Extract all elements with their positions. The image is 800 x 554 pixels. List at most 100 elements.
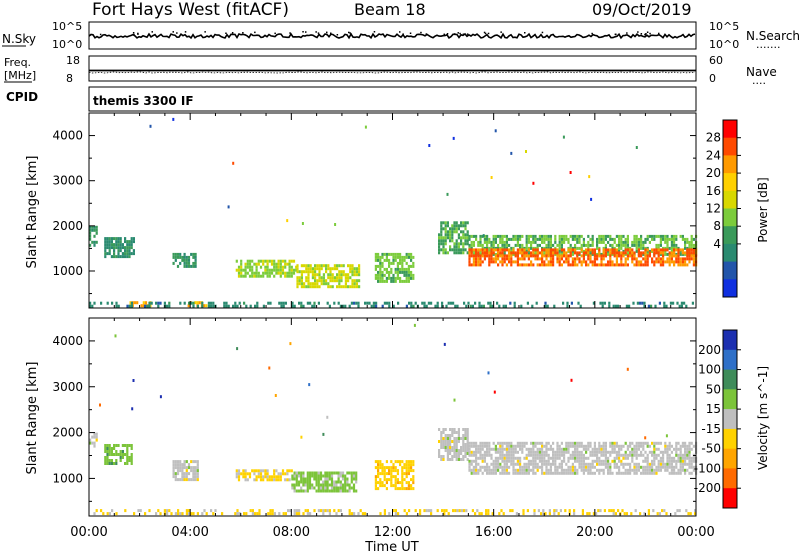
x-tick-label-5: 20:00 bbox=[576, 525, 613, 540]
vel-colorbar-tick-4: -15 bbox=[701, 422, 721, 436]
velocity-y-axis: 1000 2000 3000 4000 bbox=[52, 317, 696, 502]
freq-right-label: Nave bbox=[746, 65, 777, 79]
vel-region-4 bbox=[291, 471, 358, 493]
noise-left-label: N.Sky bbox=[2, 32, 36, 46]
freq-right-top: 60 bbox=[709, 54, 723, 67]
power-heatmap bbox=[89, 117, 698, 308]
x-tick-label-6: 00:00 bbox=[677, 525, 714, 540]
y-tick-label-1000: 1000 bbox=[52, 471, 83, 485]
noise-trace bbox=[88, 31, 696, 40]
power-colorbar: 28 24 20 16 12 8 4 bbox=[706, 119, 741, 298]
vel-colorbar-segment-3 bbox=[723, 389, 737, 410]
power-colorbar-tick-6: 4 bbox=[713, 237, 721, 251]
x-tick-label-1: 04:00 bbox=[171, 525, 208, 540]
x-tick-label-2: 08:00 bbox=[273, 525, 310, 540]
noise-right-bottom: 10^0 bbox=[709, 38, 739, 51]
noise-right-top: 10^5 bbox=[709, 20, 739, 33]
power-region-5 bbox=[374, 252, 415, 283]
vel-region-1 bbox=[104, 444, 133, 465]
power-colorbar-tick-0: 28 bbox=[706, 131, 721, 145]
vel-region-0 bbox=[89, 432, 98, 448]
noise-left-bottom: 10^0 bbox=[52, 38, 82, 51]
power-region-3 bbox=[235, 259, 298, 278]
power-colorbar-tick-5: 8 bbox=[713, 219, 721, 233]
x-tick-label-4: 16:00 bbox=[475, 525, 512, 540]
freq-right-bottom: 0 bbox=[709, 72, 716, 85]
noise-left-top: 10^5 bbox=[52, 20, 82, 33]
power-colorbar-segment-5 bbox=[723, 208, 737, 227]
power-colorbar-segment-6 bbox=[723, 226, 737, 245]
freq-left-label-1: Freq. bbox=[4, 56, 31, 69]
vel-colorbar-segment-1 bbox=[723, 349, 737, 371]
power-colorbar-segment-9 bbox=[723, 279, 737, 298]
power-colorbar-tick-3: 16 bbox=[706, 184, 721, 198]
vel-colorbar-tick-2: 50 bbox=[706, 382, 721, 396]
power-region-4 bbox=[296, 264, 361, 289]
vel-region-5 bbox=[374, 460, 415, 491]
y-tick-label-4000: 4000 bbox=[52, 129, 83, 143]
vel-colorbar-tick-0: 200 bbox=[698, 343, 721, 357]
vel-colorbar-tick-7: -200 bbox=[694, 481, 721, 495]
y-tick-label-2000: 2000 bbox=[52, 426, 83, 440]
power-colorbar-segment-4 bbox=[723, 190, 737, 209]
power-region-0 bbox=[89, 225, 98, 247]
vel-colorbar-tick-3: 15 bbox=[706, 402, 721, 416]
power-colorbar-segment-8 bbox=[723, 261, 737, 280]
vel-colorbar-tick-5: -50 bbox=[701, 442, 721, 456]
x-axis-label: Time UT bbox=[364, 540, 418, 554]
cpid-panel-frame bbox=[88, 86, 697, 112]
power-colorbar-segment-2 bbox=[723, 155, 737, 174]
x-tick-label-0: 00:00 bbox=[70, 525, 107, 540]
vel-colorbar-segment-5 bbox=[723, 428, 737, 450]
power-colorbar-segment-3 bbox=[723, 173, 737, 192]
power-colorbar-tick-2: 20 bbox=[706, 166, 721, 180]
freq-panel-frame bbox=[88, 55, 697, 82]
power-colorbar-segment-0 bbox=[723, 120, 737, 139]
vel-colorbar-segment-8 bbox=[723, 488, 737, 509]
cpid-value: themis 3300 IF bbox=[93, 94, 194, 108]
vel-scatter-points bbox=[99, 323, 668, 440]
freq-left-label-2: [MHz] bbox=[4, 69, 36, 82]
vel-region-8 bbox=[93, 509, 697, 516]
power-colorbar-tick-4: 12 bbox=[706, 202, 721, 216]
power-colorbar-segment-1 bbox=[723, 137, 737, 156]
power-region-2 bbox=[172, 252, 197, 268]
vel-colorbar-segment-6 bbox=[723, 448, 737, 469]
power-y-axis: 1000 2000 3000 4000 bbox=[52, 112, 696, 295]
power-colorbar-label: Power [dB] bbox=[756, 177, 770, 242]
power-scatter-points bbox=[149, 117, 638, 238]
velocity-colorbar: 200 100 50 15 -15 -50 -100 -200 bbox=[694, 329, 741, 509]
vel-colorbar-segment-2 bbox=[723, 369, 737, 390]
freq-trace bbox=[88, 69, 696, 74]
power-colorbar-segment-7 bbox=[723, 243, 737, 263]
cpid-label: CPID bbox=[6, 90, 38, 104]
velocity-heatmap bbox=[89, 323, 698, 516]
time-x-axis: 00:00 04:00 08:00 12:00 16:00 20:00 00:00 bbox=[70, 113, 715, 540]
y-tick-label-2000: 2000 bbox=[52, 219, 83, 233]
vel-region-6 bbox=[438, 428, 469, 461]
power-region-11 bbox=[89, 301, 694, 308]
y-tick-label-4000: 4000 bbox=[52, 334, 83, 348]
vel-region-7 bbox=[468, 441, 698, 475]
vel-colorbar-segment-4 bbox=[723, 409, 737, 430]
power-region-6 bbox=[438, 221, 469, 255]
vel-colorbar-segment-0 bbox=[723, 330, 737, 351]
vel-colorbar-tick-1: 100 bbox=[698, 363, 721, 377]
x-tick-label-3: 12:00 bbox=[374, 525, 411, 540]
noise-right-dots: ....... bbox=[756, 38, 780, 51]
vel-colorbar-segment-7 bbox=[723, 468, 737, 489]
freq-left-top: 18 bbox=[66, 54, 80, 67]
power-colorbar-tick-1: 24 bbox=[706, 148, 721, 162]
y-tick-label-3000: 3000 bbox=[52, 380, 83, 394]
freq-right-dots: .... bbox=[752, 74, 766, 87]
power-y-label: Slant Range [km] bbox=[25, 156, 40, 269]
date-title: 09/Oct/2019 bbox=[592, 0, 692, 19]
y-tick-label-1000: 1000 bbox=[52, 264, 83, 278]
noise-right-label: N.Search bbox=[746, 29, 800, 43]
velocity-colorbar-label: Velocity [m s^-1] bbox=[756, 366, 770, 470]
y-tick-label-3000: 3000 bbox=[52, 174, 83, 188]
vel-region-2 bbox=[172, 460, 199, 482]
velocity-y-label: Slant Range [km] bbox=[25, 362, 40, 475]
vel-region-3 bbox=[235, 469, 293, 482]
